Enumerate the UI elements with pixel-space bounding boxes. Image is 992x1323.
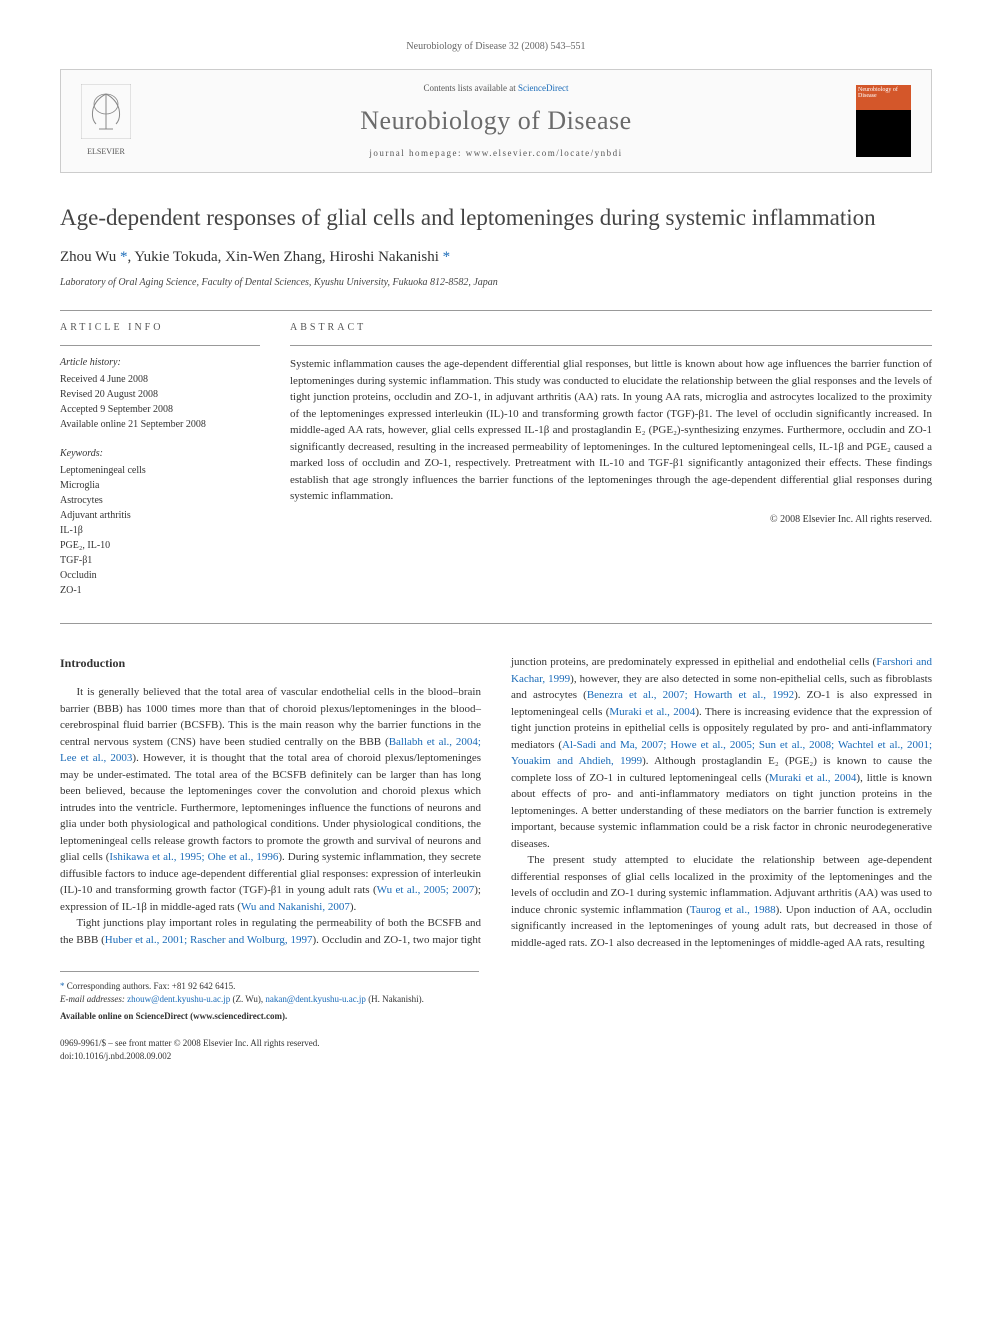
running-header: Neurobiology of Disease 32 (2008) 543–55… (60, 40, 932, 54)
meta-row: ARTICLE INFO Article history: Received 4… (60, 321, 932, 598)
citation-link[interactable]: Wu et al., 2005; 2007 (377, 884, 475, 896)
citation-link[interactable]: Muraki et al., 2004 (769, 772, 857, 784)
keywords-label: Keywords: (60, 447, 260, 461)
homepage-prefix: journal homepage: (369, 148, 465, 158)
body-columns: Introduction It is generally believed th… (60, 654, 932, 951)
corresponding-note: * Corresponding authors. Fax: +81 92 642… (60, 980, 479, 993)
divider (60, 345, 260, 346)
keyword-item: IL-1β (60, 523, 260, 538)
abstract-label: ABSTRACT (290, 321, 932, 335)
cover-title: Neurobiology of Disease (858, 87, 909, 100)
keyword-item: Astrocytes (60, 493, 260, 508)
abstract-text: Systemic inflammation causes the age-dep… (290, 356, 932, 505)
contents-line: Contents lists available at ScienceDirec… (136, 82, 856, 95)
footnotes: * Corresponding authors. Fax: +81 92 642… (60, 971, 479, 1022)
divider (60, 310, 932, 311)
history-item: Revised 20 August 2008 (60, 387, 260, 402)
article-info-label: ARTICLE INFO (60, 321, 260, 335)
divider (60, 623, 932, 624)
body-paragraph: It is generally believed that the total … (60, 684, 481, 915)
email-link[interactable]: nakan@dent.kyushu-u.ac.jp (265, 994, 366, 1004)
homepage-url: www.elsevier.com/locate/ynbdi (466, 148, 623, 158)
keyword-item: TGF-β1 (60, 553, 260, 568)
abstract-column: ABSTRACT Systemic inflammation causes th… (290, 321, 932, 598)
citation-link[interactable]: Ishikawa et al., 1995; Ohe et al., 1996 (109, 851, 278, 863)
elsevier-label: ELSEVIER (76, 146, 136, 157)
banner-center: Contents lists available at ScienceDirec… (136, 82, 856, 160)
citation-link[interactable]: Huber et al., 2001; Rascher and Wolburg,… (105, 934, 313, 946)
journal-name: Neurobiology of Disease (136, 103, 856, 139)
keyword-item: Adjuvant arthritis (60, 508, 260, 523)
available-note: Available online on ScienceDirect (www.s… (60, 1010, 479, 1023)
history-label: Article history: (60, 356, 260, 370)
keywords-list: Leptomeningeal cellsMicrogliaAstrocytesA… (60, 463, 260, 598)
body-section: Introduction It is generally believed th… (60, 654, 932, 951)
abstract-copyright: © 2008 Elsevier Inc. All rights reserved… (290, 513, 932, 527)
citation-link[interactable]: Muraki et al., 2004 (609, 706, 695, 718)
email-note: E-mail addresses: zhouw@dent.kyushu-u.ac… (60, 993, 479, 1006)
front-matter-line: 0969-9961/$ – see front matter © 2008 El… (60, 1037, 932, 1050)
history-item: Available online 21 September 2008 (60, 417, 260, 432)
article-title: Age-dependent responses of glial cells a… (60, 203, 932, 233)
email-link[interactable]: zhouw@dent.kyushu-u.ac.jp (127, 994, 230, 1004)
cover-block: Neurobiology of Disease (856, 85, 916, 157)
history-item: Accepted 9 September 2008 (60, 402, 260, 417)
keyword-item: Occludin (60, 568, 260, 583)
journal-cover-icon: Neurobiology of Disease (856, 85, 911, 157)
doi-block: 0969-9961/$ – see front matter © 2008 El… (60, 1037, 932, 1062)
history-list: Received 4 June 2008Revised 20 August 20… (60, 372, 260, 432)
citation-link[interactable]: Wu and Nakanishi, 2007 (241, 901, 350, 913)
journal-homepage: journal homepage: www.elsevier.com/locat… (136, 147, 856, 160)
email-label: E-mail addresses: (60, 994, 125, 1004)
elsevier-tree-icon (81, 84, 131, 139)
keyword-item: ZO-1 (60, 583, 260, 598)
body-paragraph: The present study attempted to elucidate… (511, 852, 932, 951)
divider (290, 345, 932, 346)
citation-link[interactable]: Benezra et al., 2007; Howarth et al., 19… (587, 689, 794, 701)
keyword-item: PGE₂, IL-10 (60, 538, 260, 553)
journal-banner: ELSEVIER Contents lists available at Sci… (60, 69, 932, 173)
history-item: Received 4 June 2008 (60, 372, 260, 387)
doi-line: doi:10.1016/j.nbd.2008.09.002 (60, 1050, 932, 1063)
keyword-item: Leptomeningeal cells (60, 463, 260, 478)
intro-heading: Introduction (60, 654, 481, 672)
elsevier-block: ELSEVIER (76, 84, 136, 157)
affiliation: Laboratory of Oral Aging Science, Facult… (60, 276, 932, 290)
article-info-column: ARTICLE INFO Article history: Received 4… (60, 321, 260, 598)
authors-line: Zhou Wu *, Yukie Tokuda, Xin-Wen Zhang, … (60, 247, 932, 268)
keyword-item: Microglia (60, 478, 260, 493)
contents-prefix: Contents lists available at (424, 83, 518, 93)
sciencedirect-link[interactable]: ScienceDirect (518, 83, 568, 93)
citation-link[interactable]: Taurog et al., 1988 (690, 904, 776, 916)
